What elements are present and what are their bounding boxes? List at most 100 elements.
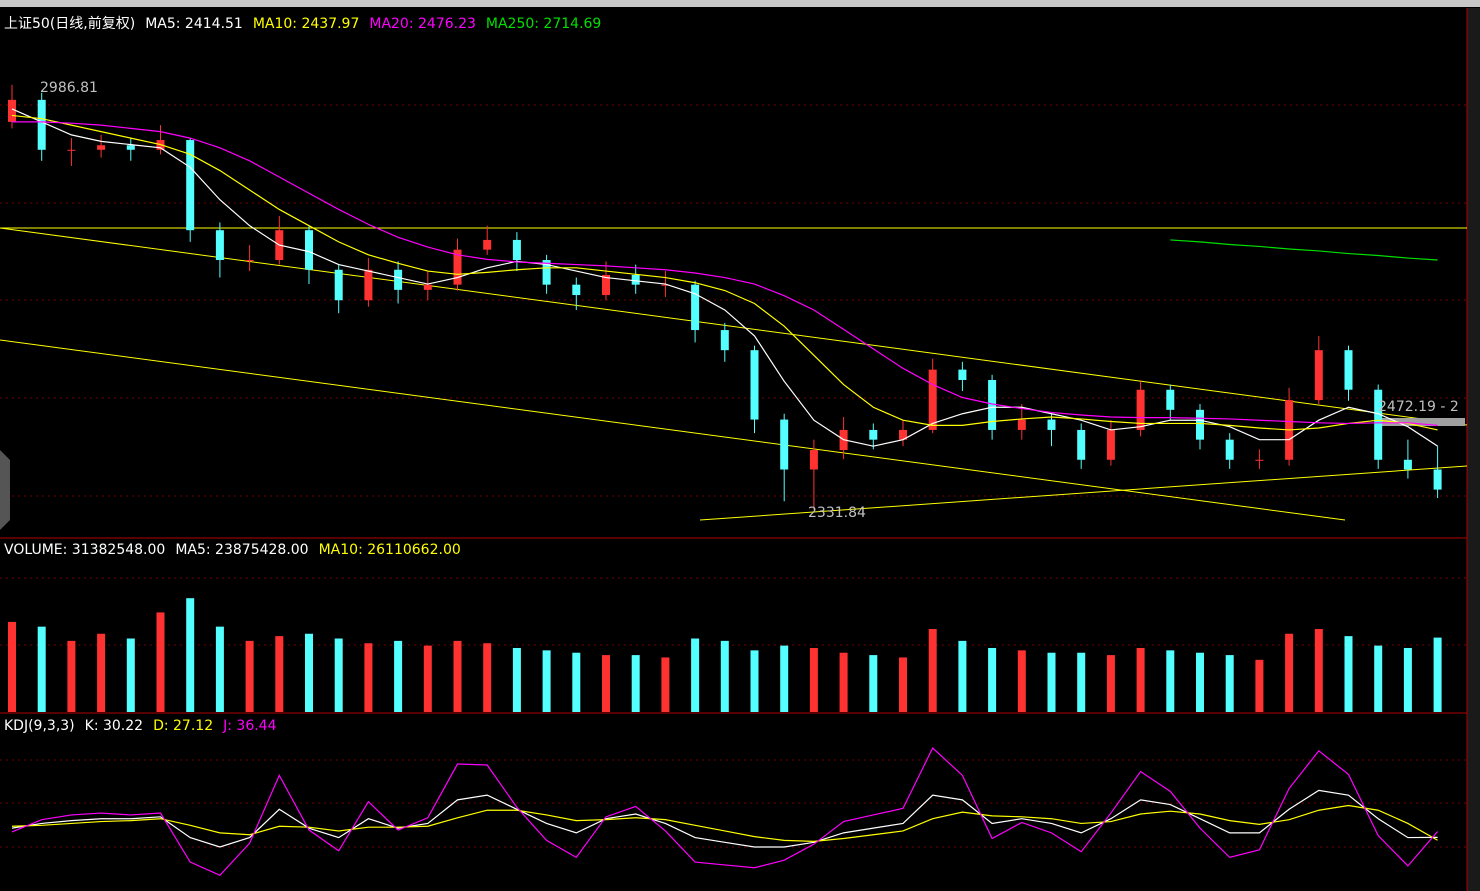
candle-body [1374,389,1383,460]
volume-bar [126,638,135,712]
candle-body [572,284,581,296]
legend-text: MA10: 26110662.00 [319,542,461,558]
candle-body [1225,439,1234,460]
candle-body [1314,350,1323,401]
volume-bar [1106,655,1115,712]
volume-bar [720,640,729,712]
legend-text: MA20: 2476.23 [369,16,476,32]
volume-bar [839,652,848,712]
volume-bar [394,640,403,712]
legend-text: J: 36.44 [222,718,276,734]
candle-body [780,419,789,470]
candle-body [1433,469,1442,490]
candle-body [1017,419,1026,430]
volume-bar [67,640,76,712]
candle-body [394,269,403,290]
candle-body [67,149,76,151]
volume-bar [97,633,106,712]
volume-bar [1225,655,1234,712]
candle-body [958,369,967,381]
candle-body [1136,389,1145,430]
series-line [12,121,1438,426]
legend-text: MA5: 23875428.00 [175,542,308,558]
candle-body [542,260,551,285]
volume-bar [37,626,46,712]
candle-body [186,140,195,231]
candle-body [750,350,759,420]
candle-body [1047,419,1056,430]
trend-line [699,465,1468,521]
candle-body [126,145,135,150]
volume-bar [245,640,254,712]
volume-bar [572,652,581,712]
legend-text: D: 27.12 [153,718,213,734]
price-annotation: 2331.84 [808,505,866,521]
volume-bar [1017,650,1026,712]
series-line [1170,239,1438,261]
volume-bar [988,647,997,712]
volume-bar [1136,647,1145,712]
volume-bar [631,655,640,712]
volume-bar [602,655,610,712]
trend-line [0,227,1468,426]
volume-bar [186,598,195,712]
volume-bar [483,643,492,712]
candle-body [364,269,373,301]
volume-bar [423,645,432,712]
candle-body [720,330,729,351]
volume-bar [1047,652,1056,712]
series-line [11,804,1438,842]
volume-bar [809,647,818,712]
legend-text: 上证50(日线,前复权) [4,15,135,32]
candle-body [988,380,997,430]
volume-bar [958,640,967,712]
volume-bar [1255,659,1264,712]
candle-body [423,284,432,290]
volume-bar [1403,647,1412,712]
candle-body [602,274,610,296]
legend-text: MA250: 2714.69 [486,16,601,32]
candle-body [809,450,818,470]
side-handle[interactable] [0,450,10,530]
legend-text: KDJ(9,3,3) [4,718,75,734]
volume-bar [364,643,373,712]
price-annotation: 2986.81 [40,80,98,96]
candle-body [1077,429,1086,460]
volume-bar [156,612,165,712]
volume-bar [1314,629,1323,712]
candle-body [97,145,106,150]
volume-bar [691,638,700,712]
candle-body [483,239,492,250]
volume-bar [899,657,907,712]
candle-body [1196,409,1204,440]
plot: 上证50(日线,前复权) MA5: 2414.51 MA10: 2437.97 MA2… [4,15,1459,877]
candle-body [691,284,700,331]
highlight-band [1375,418,1465,426]
candle-body [1344,350,1353,390]
volume-bar [1374,645,1383,712]
volume-bar [750,650,759,712]
candle-body [928,369,937,430]
candle-body [305,230,313,270]
candle-body [631,274,640,285]
legend-text: VOLUME: 31382548.00 [4,542,165,558]
series-line [11,747,1439,877]
candle-body [661,284,670,286]
volume-bar [1344,636,1353,712]
volume-bar [305,633,313,712]
volume-bar [1285,633,1294,712]
volume-bar [1166,650,1175,712]
candle-body [1255,459,1264,461]
candle-body [1403,459,1412,470]
volume-bar [8,621,16,712]
volume-bar [1196,652,1204,712]
candle-body [334,269,343,301]
candle-body [245,260,254,262]
legend-text: MA10: 2437.97 [253,16,360,32]
volume-bar [453,640,462,712]
volume-bar [869,655,878,712]
price-annotation: 2472.19 - 2 [1378,399,1459,415]
volume-bar [512,647,521,712]
top-bar [0,0,1480,7]
